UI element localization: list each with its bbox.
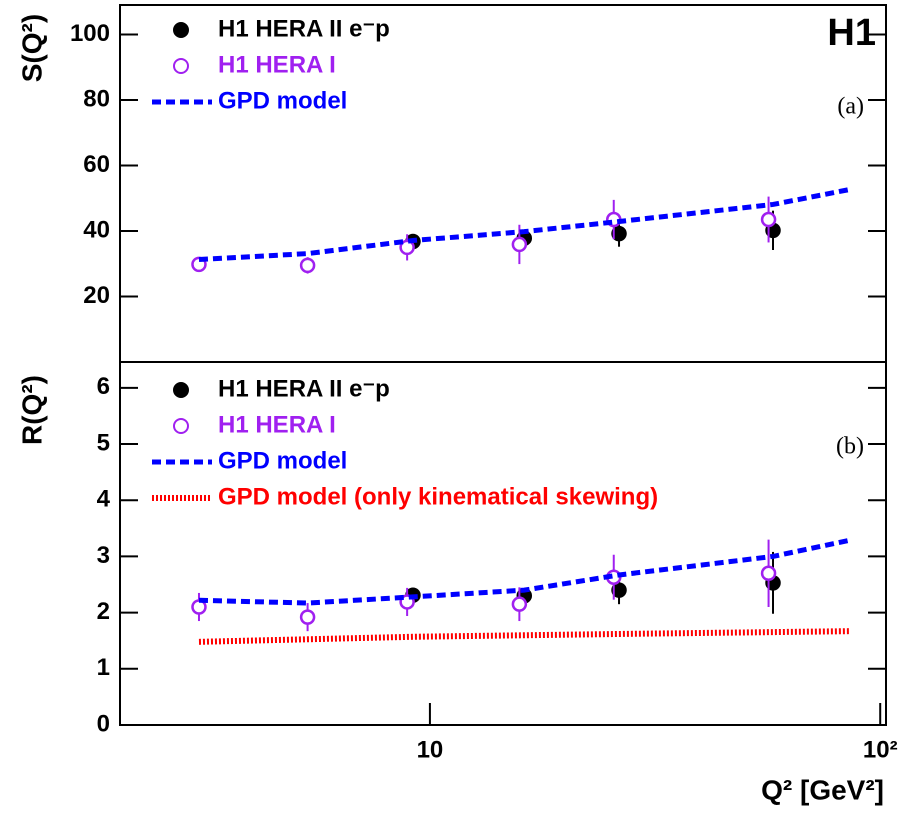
y-tick-label: 60 xyxy=(83,151,110,178)
legend-label: GPD model xyxy=(218,447,347,474)
model-curve xyxy=(198,537,851,606)
x-axis-label: Q² [GeV²] xyxy=(761,774,884,805)
data-point xyxy=(511,236,528,253)
legend-label: H1 HERA II e⁻p xyxy=(218,375,390,402)
data-point xyxy=(760,211,777,228)
frame-b xyxy=(119,361,887,726)
panel-label: (b) xyxy=(836,434,864,460)
model-curve xyxy=(198,628,851,645)
legend-label: H1 HERA I xyxy=(218,51,336,78)
x-tick-label: 10 xyxy=(417,736,444,763)
x-tick-label: 10² xyxy=(863,736,898,763)
legend-label: H1 HERA II e⁻p xyxy=(218,15,390,42)
experiment-label: H1 xyxy=(827,12,876,54)
data-point xyxy=(299,609,316,625)
data-point xyxy=(611,225,627,242)
data-point xyxy=(511,596,528,612)
y-tick-label: 3 xyxy=(97,542,110,569)
y-axis-label: S(Q²) xyxy=(16,14,47,82)
legend-marker xyxy=(173,22,189,38)
y-axis-label: R(Q²) xyxy=(16,375,47,445)
legend-label: GPD model (only kinematical skewing) xyxy=(218,483,658,510)
data-point xyxy=(299,257,316,274)
y-tick-label: 40 xyxy=(83,216,110,243)
model-curve xyxy=(198,186,851,262)
data-point xyxy=(611,582,627,598)
legend-marker xyxy=(173,418,189,434)
y-tick-label: 20 xyxy=(83,282,110,309)
y-tick-label: 2 xyxy=(97,598,110,625)
y-tick-label: 100 xyxy=(70,20,110,47)
y-tick-label: 0 xyxy=(97,710,110,737)
data-point xyxy=(399,239,415,256)
data-point xyxy=(760,565,777,582)
y-tick-label: 6 xyxy=(97,373,110,400)
y-tick-label: 80 xyxy=(83,85,110,112)
y-tick-label: 1 xyxy=(97,654,110,681)
legend-marker xyxy=(173,58,189,74)
y-tick-label: 4 xyxy=(97,486,111,513)
legend-label: H1 HERA I xyxy=(218,411,336,438)
y-tick-label: 5 xyxy=(97,429,110,456)
legend-marker xyxy=(173,382,189,398)
panel-label: (a) xyxy=(837,94,864,120)
legend-label: GPD model xyxy=(218,87,347,114)
